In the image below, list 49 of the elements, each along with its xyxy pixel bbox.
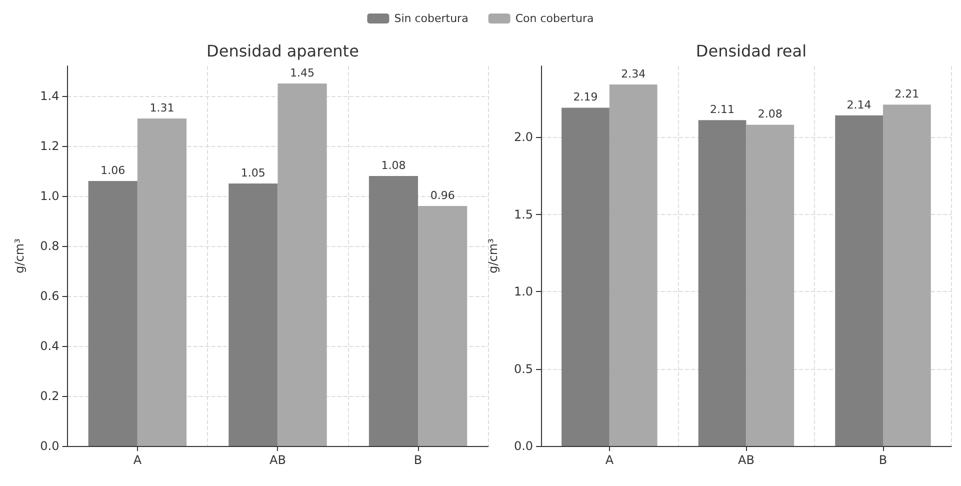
bar xyxy=(418,206,468,446)
data-label: 2.08 xyxy=(758,108,782,121)
y-tick-label: 0.0 xyxy=(40,439,60,453)
data-label: 2.21 xyxy=(894,88,920,101)
y-tick-label: 2.0 xyxy=(514,130,534,144)
data-label: 1.06 xyxy=(100,164,126,177)
data-label: 2.14 xyxy=(846,98,872,112)
y-axis-title: g/cm³ xyxy=(486,238,500,274)
legend-label: Sin cobertura xyxy=(394,12,468,25)
y-tick-label: 0.0 xyxy=(514,439,534,453)
bar xyxy=(137,118,187,446)
x-tick-label: A xyxy=(605,453,614,467)
y-tick-label: 0.2 xyxy=(40,389,60,403)
legend-label: Con cobertura xyxy=(515,12,594,25)
data-label: 2.11 xyxy=(710,103,735,116)
data-label: 2.19 xyxy=(573,90,598,104)
data-label: 0.96 xyxy=(430,189,455,202)
y-tick-label: 1.4 xyxy=(40,89,60,103)
y-tick-label: 1.0 xyxy=(514,284,534,299)
y-tick-label: 1.2 xyxy=(40,139,60,153)
x-tick-label: B xyxy=(414,453,422,467)
data-label: 1.31 xyxy=(150,102,174,114)
data-label: 1.05 xyxy=(240,166,266,180)
bar xyxy=(228,184,278,446)
bar xyxy=(746,124,794,446)
x-tick-label: AB xyxy=(270,453,286,467)
bar xyxy=(368,176,418,446)
y-axis-title: g/cm³ xyxy=(12,238,26,274)
bar xyxy=(609,84,658,446)
data-label: 1.08 xyxy=(381,159,406,172)
x-tick-label: A xyxy=(133,453,142,467)
y-tick-label: 1.0 xyxy=(40,189,60,203)
data-label: 1.45 xyxy=(290,66,315,80)
bar xyxy=(88,181,138,446)
chart-title: Densidad aparente xyxy=(206,42,359,60)
x-tick-label: B xyxy=(878,453,888,467)
y-tick-label: 0.6 xyxy=(40,289,60,303)
y-tick-label: 1.5 xyxy=(514,207,534,222)
chart-title: Densidad real xyxy=(696,42,807,60)
y-tick-label: 0.4 xyxy=(40,339,60,353)
y-tick-label: 0.5 xyxy=(514,362,534,376)
bar xyxy=(278,84,327,446)
bar xyxy=(562,108,610,446)
data-label: 2.34 xyxy=(621,68,646,81)
bar xyxy=(883,104,931,446)
bar xyxy=(698,120,746,446)
x-tick-label: AB xyxy=(738,453,754,467)
y-tick-label: 0.8 xyxy=(40,239,60,253)
bar xyxy=(835,115,883,446)
